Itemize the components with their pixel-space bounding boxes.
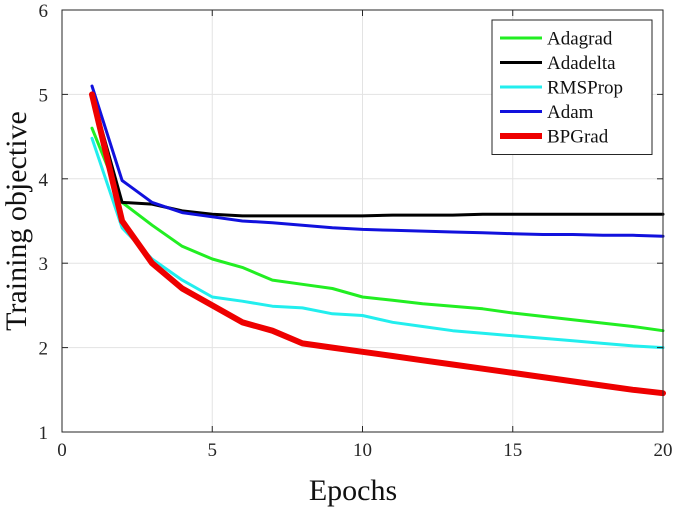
legend: Adagrad Adadelta RMSProp Adam BPGrad	[491, 19, 653, 155]
y-tick-label: 4	[39, 170, 49, 191]
legend-label-rmsprop: RMSProp	[547, 78, 623, 99]
legend-label-adagrad: Adagrad	[547, 29, 613, 50]
x-tick-label: 20	[654, 440, 673, 461]
series-line-adam	[90, 84, 665, 238]
y-tick-label: 6	[39, 1, 49, 22]
y-tick-label: 2	[39, 339, 49, 360]
y-axis-title: Training objective	[0, 111, 33, 331]
y-tick-label: 5	[39, 85, 49, 106]
legend-label-adadelta: Adadelta	[547, 53, 616, 74]
series-line-adadelta	[90, 92, 665, 218]
x-tick-label: 0	[57, 440, 67, 461]
series-line-rmsprop	[90, 136, 665, 350]
x-tick-label: 15	[503, 440, 522, 461]
y-tick-label: 1	[39, 423, 49, 444]
x-tick-label: 10	[353, 440, 372, 461]
legend-label-bpgrad: BPGrad	[547, 127, 609, 148]
x-axis-title: Epochs	[309, 474, 397, 507]
x-tick-label: 5	[208, 440, 218, 461]
series-layer	[89, 84, 666, 397]
legend-label-adam: Adam	[547, 102, 594, 123]
series-line-bpgrad	[89, 91, 666, 397]
series-line-adagrad	[90, 126, 665, 333]
axis-ticks: 0 5 10 15 20 1 2 3 4 5 6	[39, 1, 673, 461]
y-tick-label: 3	[39, 254, 49, 275]
